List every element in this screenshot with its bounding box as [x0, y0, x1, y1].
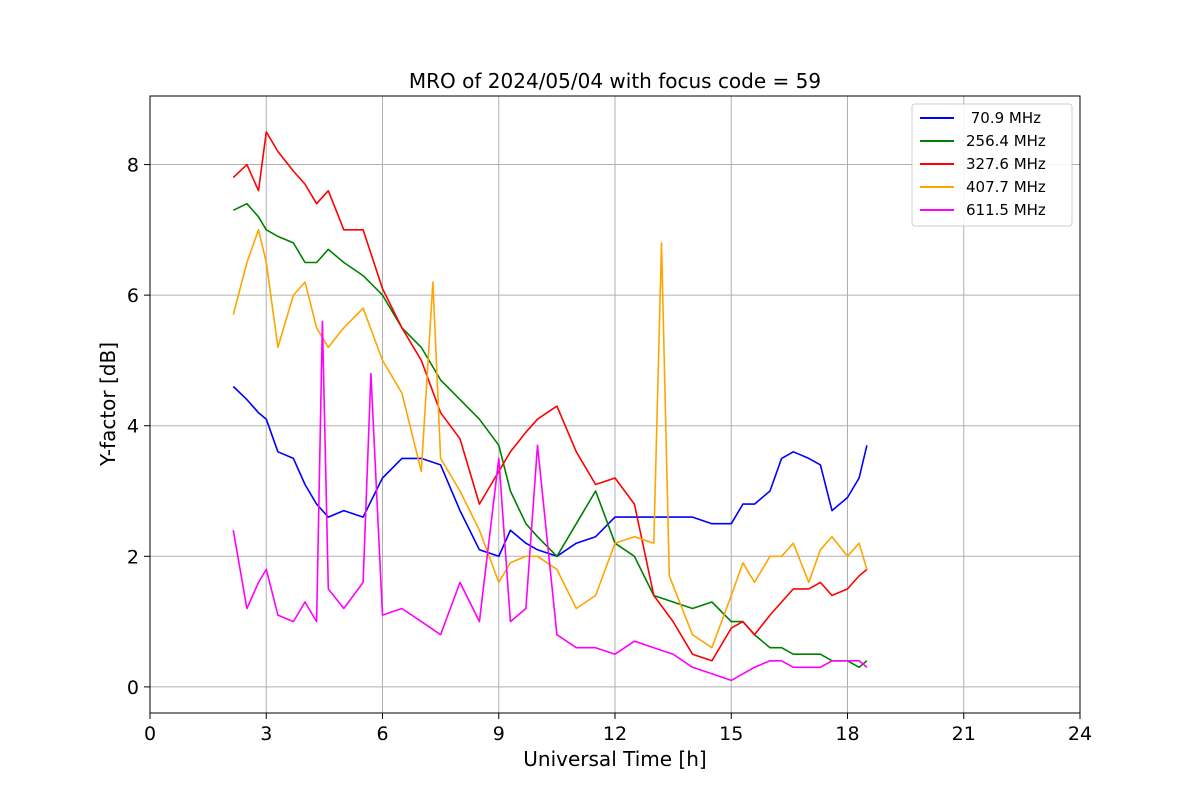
- y-tick-label: 6: [127, 285, 139, 307]
- x-tick-label: 15: [719, 723, 743, 745]
- x-tick-label: 18: [835, 723, 859, 745]
- series-line-4: [232, 229, 868, 649]
- series-lines: [232, 131, 868, 682]
- x-tick-label: 12: [603, 723, 627, 745]
- x-tick-label: 9: [493, 723, 505, 745]
- y-tick-label: 2: [127, 546, 139, 568]
- x-tick-label: 3: [260, 723, 272, 745]
- y-tick-label: 4: [127, 416, 139, 438]
- legend-label: 407.7 MHz: [966, 178, 1046, 196]
- legend-frame: [911, 103, 1073, 227]
- y-tick-label: 0: [127, 677, 139, 699]
- legend-label: 70.9 MHz: [966, 109, 1041, 127]
- y-tick-label: 8: [127, 155, 139, 177]
- series-line-5: [232, 320, 868, 682]
- legend-label: 256.4 MHz: [966, 132, 1046, 150]
- y-axis-label: Y-factor [dB]: [96, 342, 120, 467]
- x-axis-label: Universal Time [h]: [523, 747, 706, 771]
- legend-label: 327.6 MHz: [966, 155, 1046, 173]
- series-line-3: [232, 131, 868, 662]
- x-tick-label: 6: [376, 723, 388, 745]
- chart-title: MRO of 2024/05/04 with focus code = 59: [409, 69, 821, 93]
- legend-label: 611.5 MHz: [966, 201, 1046, 219]
- x-tick-label: 21: [952, 723, 976, 745]
- series-line-1: [232, 385, 868, 558]
- x-tick-label: 0: [144, 723, 156, 745]
- x-tick-label: 24: [1068, 723, 1092, 745]
- legend: 70.9 MHz 256.4 MHz 327.6 MHz 407.7 MHz 611.5…: [911, 103, 1073, 227]
